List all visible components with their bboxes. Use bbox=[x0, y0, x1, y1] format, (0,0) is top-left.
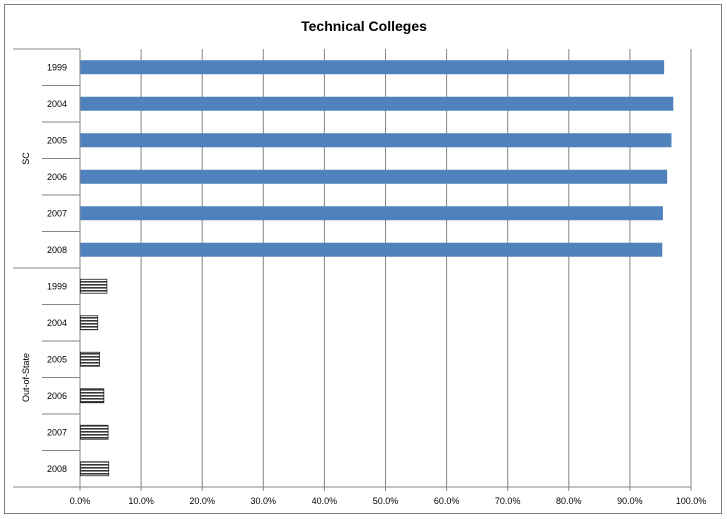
technical-colleges-chart: Technical Colleges 0.0% 10.0% 20.0% 30.0% 40… bbox=[13, 18, 707, 506]
bar-sc-2008 bbox=[80, 242, 663, 257]
bar-sc-1999 bbox=[80, 60, 665, 75]
x-tick-label: 70.0% bbox=[495, 496, 521, 506]
x-tick-label: 10.0% bbox=[128, 496, 154, 506]
bar-out-of-state-2006 bbox=[80, 388, 105, 404]
x-tick-label: 0.0% bbox=[70, 496, 91, 506]
bar-out-of-state-1999 bbox=[80, 278, 108, 294]
bar-sc-2004 bbox=[80, 96, 674, 111]
x-tick-label: 90.0% bbox=[617, 496, 643, 506]
bar-sc-2007 bbox=[80, 206, 663, 221]
x-tick-label: 80.0% bbox=[556, 496, 582, 506]
bar-sc-2006 bbox=[80, 169, 668, 184]
bar-out-of-state-2004 bbox=[80, 315, 99, 331]
group-label-out-of-state: Out-of-State bbox=[21, 353, 31, 402]
category-label: 1999 bbox=[47, 281, 67, 291]
category-label: 2006 bbox=[47, 391, 67, 401]
x-tick-label: 20.0% bbox=[189, 496, 215, 506]
bar-sc-2005 bbox=[80, 133, 672, 148]
x-tick-label: 30.0% bbox=[251, 496, 277, 506]
x-tick-label: 100.0% bbox=[676, 496, 707, 506]
bar-out-of-state-2008 bbox=[80, 461, 110, 477]
category-label: 2005 bbox=[47, 135, 67, 145]
bar-out-of-state-2005 bbox=[80, 351, 100, 367]
chart-area: Technical Colleges 0.0% 10.0% 20.0% 30.0% 40… bbox=[4, 4, 722, 514]
category-label: 2007 bbox=[47, 208, 67, 218]
category-label: 2008 bbox=[47, 464, 67, 474]
x-tick-label: 40.0% bbox=[312, 496, 338, 506]
group-label-sc: SC bbox=[21, 152, 31, 165]
x-tick-label: 60.0% bbox=[434, 496, 460, 506]
x-tick-label: 50.0% bbox=[373, 496, 399, 506]
category-label: 2006 bbox=[47, 172, 67, 182]
category-label: 1999 bbox=[47, 62, 67, 72]
category-label: 2007 bbox=[47, 427, 67, 437]
bar-out-of-state-2007 bbox=[80, 424, 109, 440]
category-label: 2004 bbox=[47, 318, 67, 328]
category-label: 2008 bbox=[47, 245, 67, 255]
category-label: 2004 bbox=[47, 99, 67, 109]
category-label: 2005 bbox=[47, 354, 67, 364]
chart-title: Technical Colleges bbox=[301, 18, 427, 34]
